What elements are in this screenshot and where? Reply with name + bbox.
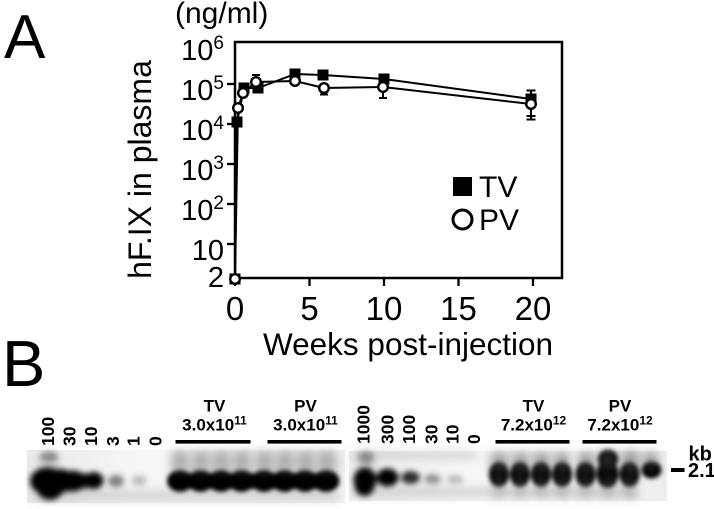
svg-text:3.0x1011: 3.0x1011 [182,414,247,435]
svg-text:B: B [2,327,45,400]
svg-text:15: 15 [440,290,477,327]
svg-text:0: 0 [464,434,484,444]
svg-text:105: 105 [181,73,224,107]
svg-text:106: 106 [181,33,224,67]
svg-text:30: 30 [422,424,442,444]
svg-text:A: A [4,3,46,72]
svg-text:0: 0 [146,436,166,446]
svg-text:hF.IX in plasma: hF.IX in plasma [122,60,158,279]
svg-text:TV: TV [523,397,545,416]
svg-text:TV: TV [479,171,517,204]
svg-text:10: 10 [366,290,403,327]
svg-text:PV: PV [294,397,317,416]
svg-text:3: 3 [103,436,123,446]
svg-text:104: 104 [181,113,224,147]
svg-text:3.0x1011: 3.0x1011 [273,414,338,435]
svg-text:10: 10 [192,235,224,267]
svg-text:5: 5 [300,290,318,327]
svg-text:20: 20 [515,290,552,327]
svg-text:0: 0 [226,290,244,327]
svg-text:7.2x1012: 7.2x1012 [501,414,567,435]
svg-text:2.1: 2.1 [688,460,714,482]
svg-text:PV: PV [609,397,632,416]
svg-text:1: 1 [124,436,144,446]
svg-text:100: 100 [399,415,419,444]
svg-text:30: 30 [60,426,80,446]
svg-text:103: 103 [181,153,224,187]
svg-text:7.2x1012: 7.2x1012 [587,414,653,435]
svg-text:2: 2 [208,262,224,294]
svg-text:300: 300 [378,415,398,444]
svg-text:(ng/ml): (ng/ml) [175,0,268,30]
svg-text:100: 100 [38,417,58,446]
svg-text:Weeks post-injection: Weeks post-injection [263,326,553,362]
svg-text:TV: TV [204,397,226,416]
svg-text:102: 102 [181,193,224,227]
svg-text:1000: 1000 [354,405,374,444]
svg-text:10: 10 [81,426,101,446]
svg-text:kb: kb [689,444,712,466]
svg-text:10: 10 [443,424,463,444]
svg-text:PV: PV [479,204,519,237]
